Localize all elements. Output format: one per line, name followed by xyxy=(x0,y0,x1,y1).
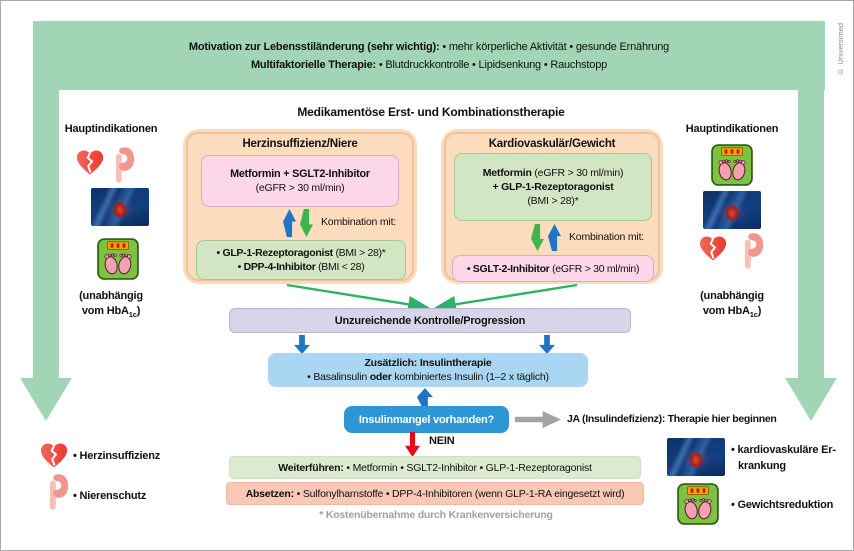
stop-medication-box: Absetzen: • Sulfonylharnstoffe • DPP-4-I… xyxy=(226,482,644,505)
therapy-box-cardio-weight: Kardiovaskulär/Gewicht Metformin (eGFR >… xyxy=(441,129,663,284)
combo-line: • SGLT-2-Inhibitor (eGFR > 30 ml/min) xyxy=(466,262,640,275)
down-arrow-left xyxy=(294,335,310,354)
cardio-photo-icon xyxy=(91,188,149,226)
cardio-photo-icon xyxy=(703,191,761,229)
right-hba1c-note: (unabhängig vom HbA1c) xyxy=(674,289,790,322)
combination-options-box: • SGLT-2-Inhibitor (eGFR > 30 ml/min) xyxy=(452,255,654,282)
converge-arrows xyxy=(286,283,578,311)
banner-line-motivation: Motivation zur Lebensstiländerung (sehr … xyxy=(189,41,669,53)
scale-feet-icon xyxy=(711,144,753,186)
up-arrow-to-insulin xyxy=(417,388,433,407)
combination-label: Kombination mit: xyxy=(321,216,397,228)
down-arrow-right xyxy=(539,335,555,354)
kidney-icon xyxy=(738,232,764,270)
continue-medication-box: Weiterführen: • Metformin • SGLT2-Inhibi… xyxy=(229,456,641,479)
combine-down-arrow xyxy=(300,209,313,237)
medication-section-title: Medikamentöse Erst- und Kombinationsther… xyxy=(297,105,565,119)
note-line1: (unabhängig xyxy=(79,290,143,302)
progression-box: Unzureichende Kontrolle/Progression xyxy=(229,308,631,333)
combination-label: Kombination mit: xyxy=(569,231,645,243)
left-hba1c-note: (unabhängig vom HbA1c) xyxy=(53,289,169,322)
combine-down-arrow xyxy=(531,224,544,251)
outcome-weight-reduction: • Gewichtsreduktion xyxy=(731,499,834,511)
insulin-deficiency-question-box: Insulinmangel vorhanden? xyxy=(344,406,509,433)
stop-text: Absetzen: • Sulfonylharnstoffe • DPP-4-I… xyxy=(245,487,625,500)
combination-options-box: • GLP-1-Rezeptoragonist (BMI > 28)* • DP… xyxy=(196,240,406,280)
scale-feet-icon xyxy=(97,238,139,280)
continue-text: Weiterführen: • Metformin • SGLT2-Inhibi… xyxy=(278,461,592,474)
primary-line2: + GLP-1-Rezeptoragonist xyxy=(492,181,614,193)
note-line2: vom HbA1c) xyxy=(702,305,762,320)
primary-therapy-box: Metformin + SGLT2-Inhibitor (eGFR > 30 m… xyxy=(201,155,399,207)
cost-footnote: * Kostenübernahme durch Krankenversicher… xyxy=(319,509,553,521)
combo-line2: • DPP-4-Inhibitor (BMI < 28) xyxy=(237,261,365,273)
banner-multifactorial-items: • Blutdruckkontrolle • Lipidsenkung • Ra… xyxy=(378,58,608,71)
left-indications-title: Hauptindikationen xyxy=(64,123,158,135)
banner-multifactorial-label: Multifaktorielle Therapie: xyxy=(250,58,376,71)
scale-feet-icon xyxy=(677,483,719,525)
broken-heart-icon xyxy=(39,441,69,469)
yes-right-arrow xyxy=(515,411,561,428)
kidney-icon xyxy=(43,473,69,511)
insulin-title: Zusätzlich: Insulintherapie xyxy=(364,357,492,369)
therapy-box-title: Herzinsuffizienz/Niere xyxy=(242,138,358,150)
cardio-photo-icon xyxy=(667,438,725,476)
broken-heart-icon xyxy=(75,148,105,176)
insulin-therapy-box: Zusätzlich: Insulintherapie • Basalinsul… xyxy=(268,353,588,387)
right-indications-title: Hauptindikationen xyxy=(685,123,779,135)
outcome-heart-failure: • Herzinsuffizienz xyxy=(73,450,161,462)
no-label: NEIN xyxy=(429,435,455,447)
right-down-arrow xyxy=(785,89,837,421)
left-down-arrow xyxy=(20,89,72,421)
yes-label: JA (Insulindefizienz): Therapie hier beg… xyxy=(567,413,777,425)
primary-therapy-box: Metformin (eGFR > 30 ml/min) + GLP-1-Rez… xyxy=(454,153,652,221)
therapy-box-title: Kardiovaskulär/Gewicht xyxy=(488,138,616,150)
outcome-cardiovascular-line2: krankung xyxy=(738,460,786,472)
escalate-up-arrow xyxy=(548,224,561,251)
note-line1: (unabhängig xyxy=(700,290,764,302)
primary-line2: (eGFR > 30 ml/min) xyxy=(255,182,345,194)
note-line2: vom HbA1c) xyxy=(81,305,141,320)
banner-motivation-items: • mehr körperliche Aktivität • gesunde E… xyxy=(442,40,670,53)
primary-line1: Metformin (eGFR > 30 ml/min) xyxy=(482,167,624,179)
primary-line1: Metformin + SGLT2-Inhibitor xyxy=(230,168,370,180)
therapy-box-heart-kidney: Herzinsuffizienz/Niere Metformin + SGLT2… xyxy=(183,129,417,284)
no-down-arrow xyxy=(405,432,420,457)
outcome-kidney-protection: • Nierenschutz xyxy=(73,490,147,502)
combo-line1: • GLP-1-Rezeptoragonist (BMI > 28)* xyxy=(216,247,386,259)
primary-line3: (BMI > 28)* xyxy=(527,195,579,207)
banner-motivation-label: Motivation zur Lebensstiländerung (sehr … xyxy=(188,40,440,53)
escalate-up-arrow xyxy=(283,209,296,237)
lifestyle-banner: Motivation zur Lebensstiländerung (sehr … xyxy=(33,21,825,90)
insulin-line: • Basalinsulin oder kombiniertes Insulin… xyxy=(307,371,549,383)
banner-line-multifactorial: Multifaktorielle Therapie: • Blutdruckko… xyxy=(251,59,607,71)
outcome-cardiovascular-line1: • kardiovaskuläre Er- xyxy=(731,444,836,456)
kidney-icon xyxy=(109,146,135,184)
broken-heart-icon xyxy=(698,234,728,262)
credit-text: © Universimed xyxy=(836,23,845,76)
